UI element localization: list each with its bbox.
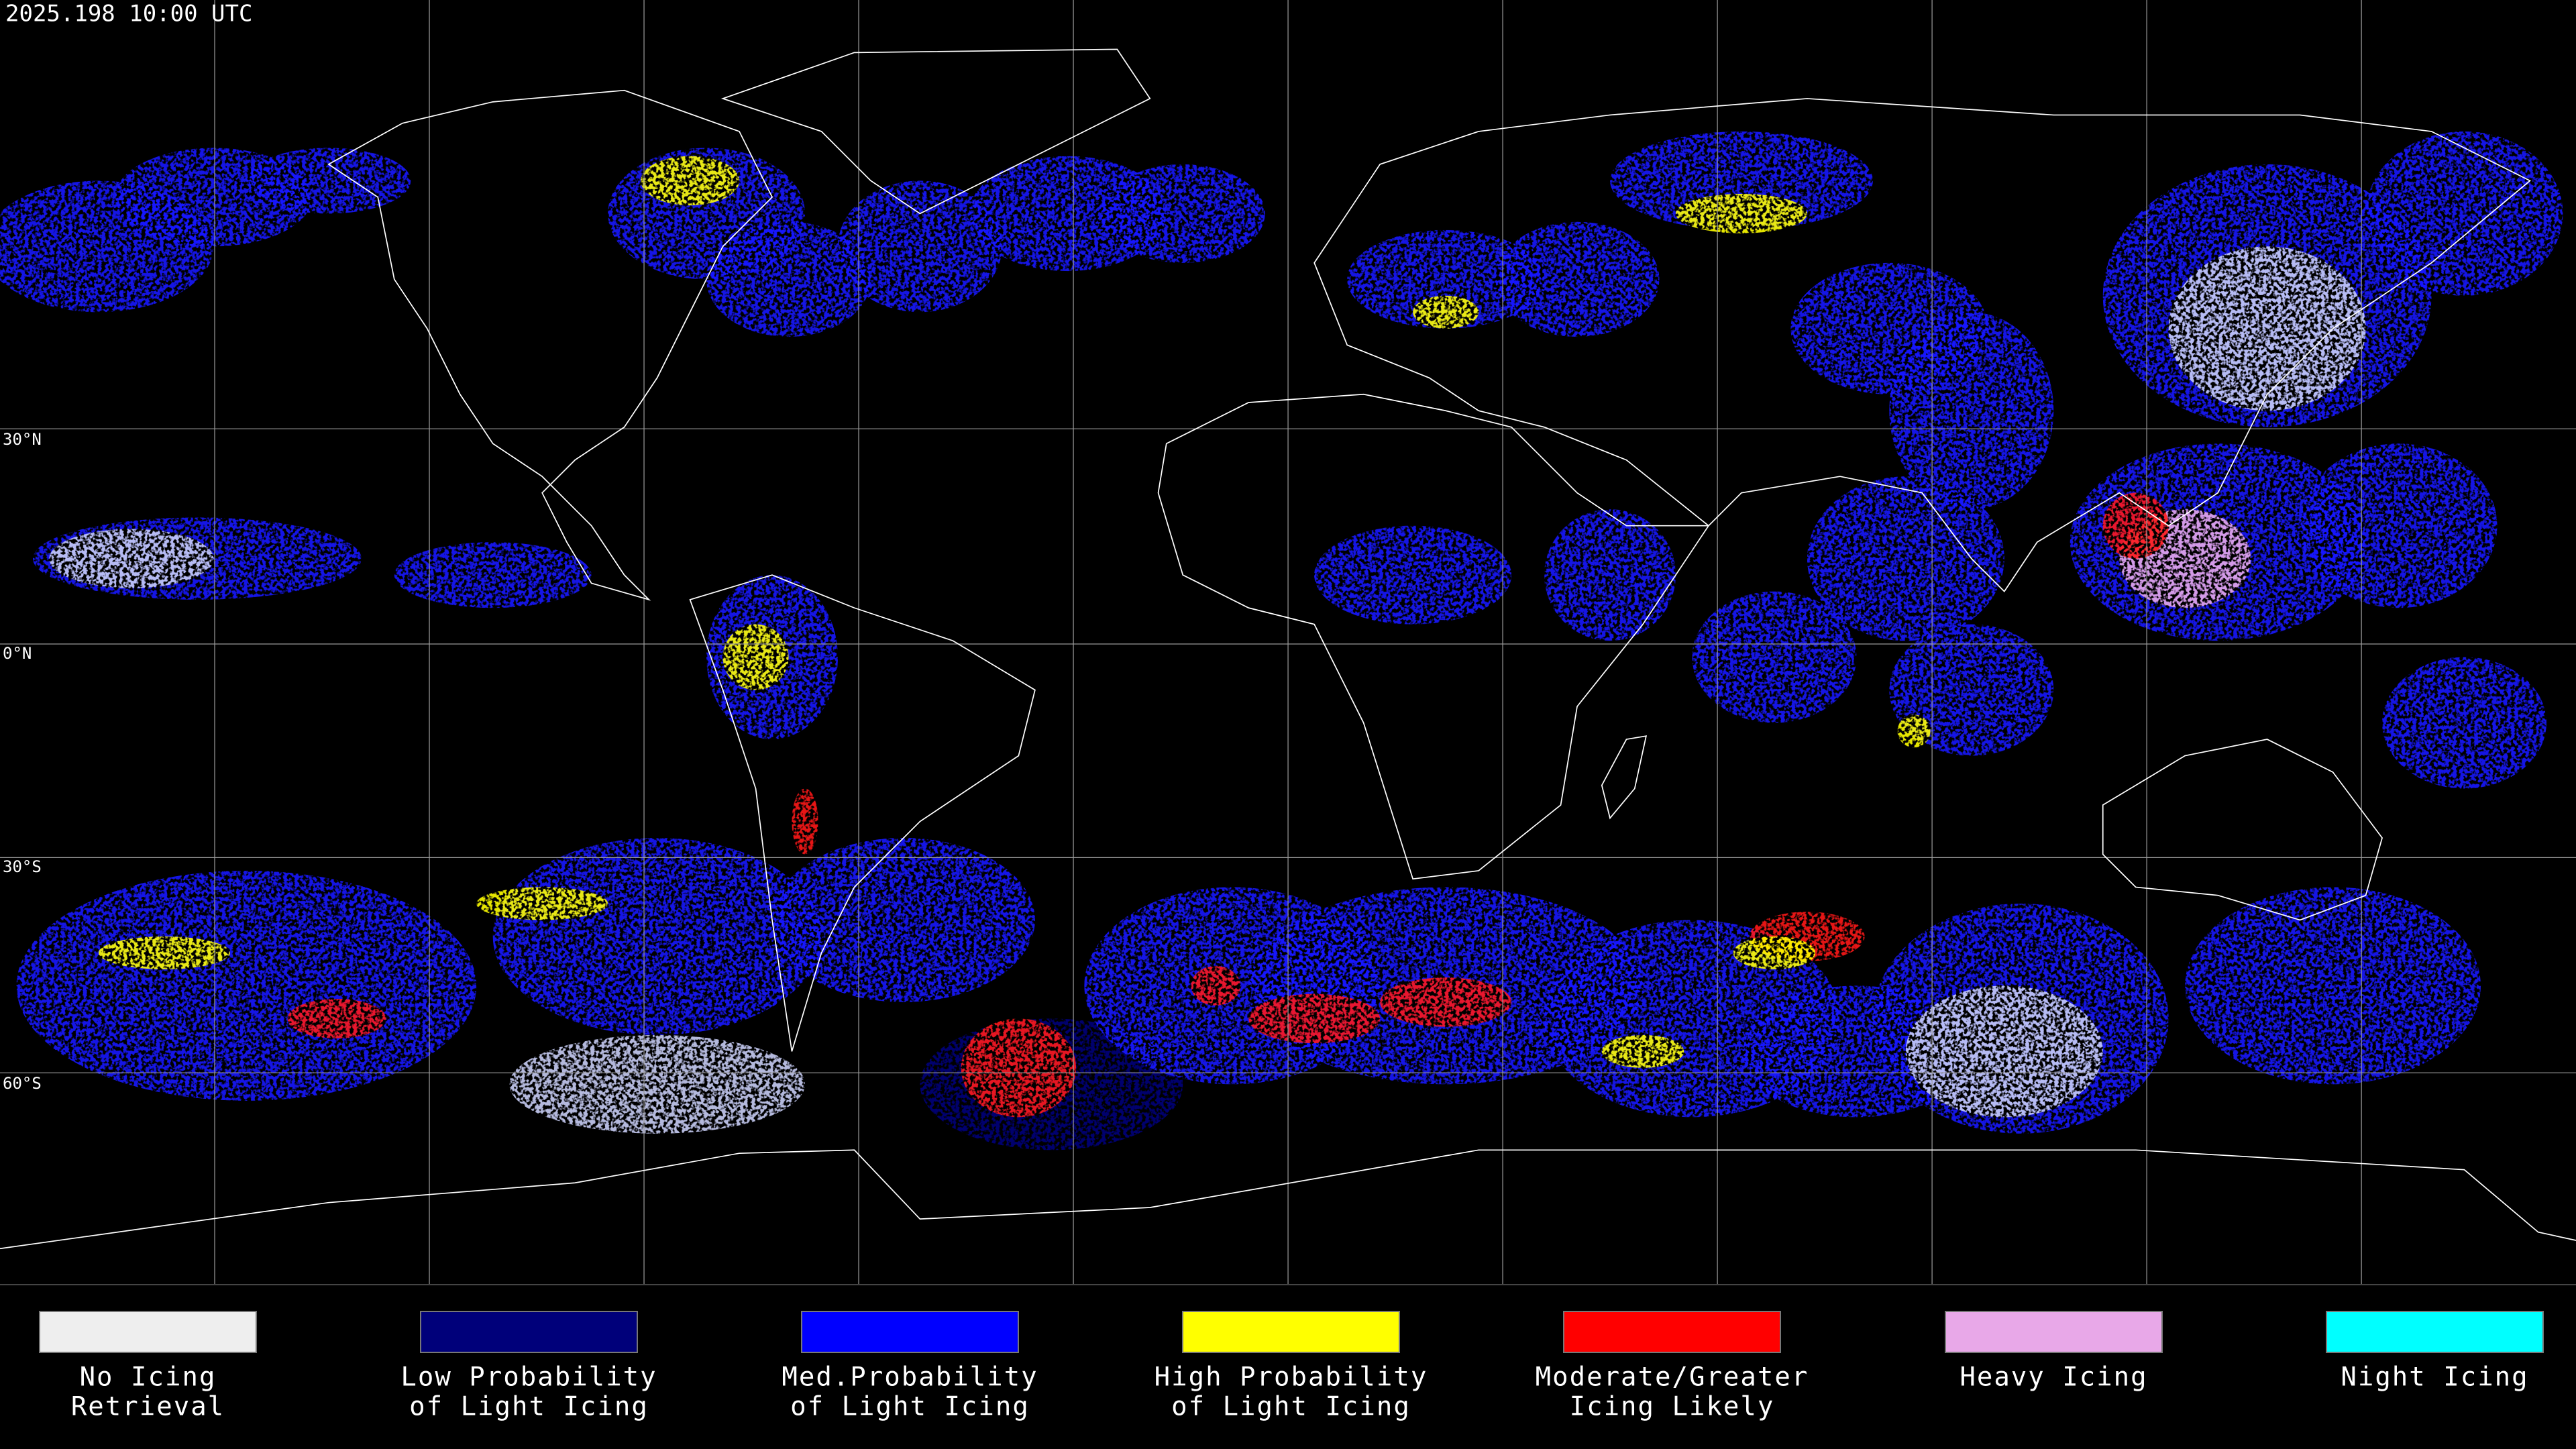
legend-label: of Light Icing (790, 1392, 1030, 1422)
icing-patch (2168, 246, 2366, 411)
icing-patch (1733, 936, 1816, 969)
legend-label: No Icing (80, 1362, 217, 1393)
icing-patch (1413, 295, 1479, 329)
icing-patch (722, 624, 789, 690)
icing-patch (1692, 591, 1857, 723)
icing-field (0, 131, 2563, 1150)
icing-patch (1675, 193, 1807, 233)
icing-patch (1380, 977, 1512, 1027)
legend-swatch (1563, 1311, 1781, 1353)
icing-patch (2102, 492, 2169, 559)
icing-patch (476, 887, 608, 920)
legend-swatch (1182, 1311, 1400, 1353)
icing-patch (98, 936, 230, 969)
legend-label: of Light Icing (409, 1392, 649, 1422)
icing-patch (961, 1018, 1077, 1118)
map (0, 0, 2576, 1285)
icing-patch (1807, 476, 2004, 641)
coast-australia (2102, 739, 2383, 921)
icing-patch (706, 221, 871, 337)
legend-label: Night Icing (2341, 1362, 2528, 1393)
coast-madagascar (1601, 735, 1648, 820)
legend-label: Moderate/Greater (1536, 1362, 1809, 1393)
coast-africa (1157, 393, 1710, 880)
latitude-label: 30°N (3, 430, 42, 449)
icing-patch (2185, 887, 2481, 1085)
icing-patch (394, 542, 592, 608)
icing-patch (2365, 131, 2563, 296)
legend-label: Med.Probability (782, 1362, 1038, 1393)
coast-south-america (689, 574, 1036, 1052)
icing-patch (287, 998, 386, 1038)
legend-label: Heavy Icing (1960, 1362, 2147, 1393)
icing-patch (1100, 164, 1265, 263)
icing-patch (641, 156, 740, 206)
coast-greenland (720, 48, 1151, 215)
legend-item: Heavy Icing (1945, 1311, 2163, 1393)
legend-swatch (1945, 1311, 2163, 1353)
legend-label: of Light Icing (1171, 1392, 1411, 1422)
icing-patch (1889, 624, 2054, 756)
icing-patch (509, 1034, 806, 1134)
coastlines (0, 48, 2576, 1250)
legend-swatch (2326, 1311, 2544, 1353)
latitude-label: 60°S (3, 1074, 42, 1093)
legend-label: Retrieval (71, 1392, 225, 1422)
icing-patch (772, 837, 1035, 1002)
legend-label: High Probability (1155, 1362, 1428, 1393)
latitude-label: 0°N (3, 644, 32, 663)
icing-patch (1610, 131, 1873, 230)
icing-patch (1905, 985, 2103, 1118)
icing-patch (1897, 714, 1931, 748)
icing-patch (16, 870, 477, 1101)
icing-patch (792, 788, 818, 855)
legend-item: Night Icing (2326, 1311, 2544, 1393)
latitude-label: 30°S (3, 857, 42, 876)
timestamp: 2025.198 10:00 UTC (5, 1, 252, 28)
legend-swatch (39, 1311, 257, 1353)
graticule (0, 0, 2576, 1285)
latitude-labels: 30°N 0°N 30°S 60°S (3, 430, 42, 1093)
legend-swatch (801, 1311, 1019, 1353)
icing-patch (492, 837, 822, 1035)
icing-patch (1248, 994, 1381, 1044)
icing-patch (1314, 525, 1512, 625)
icing-patch (246, 148, 411, 214)
coast-eurasia (1313, 98, 2532, 592)
icing-patch (2300, 443, 2498, 608)
legend-label: Low Probability (400, 1362, 657, 1393)
legend-swatch (420, 1311, 638, 1353)
legend-label: Icing Likely (1570, 1392, 1775, 1422)
icing-patch (1889, 312, 2054, 510)
icing-patch (1544, 509, 1676, 641)
icing-patch (837, 180, 1002, 313)
icing-patch (1601, 1034, 1684, 1068)
coast-antarctica (0, 1149, 2576, 1250)
coast-north-america (327, 89, 773, 601)
icing-patch (2382, 657, 2546, 789)
icing-patch (49, 529, 214, 588)
icing-patch (1191, 966, 1240, 1006)
icing-patch (1495, 221, 1660, 337)
icing-patch (1347, 229, 1545, 329)
